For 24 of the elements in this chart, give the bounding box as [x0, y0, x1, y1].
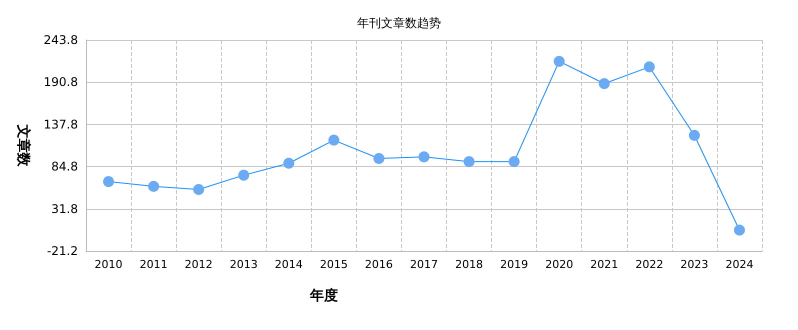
y-tick-label: 190.8 [44, 75, 78, 90]
x-tick-label: 2024 [725, 258, 754, 271]
x-tick-label: 2015 [320, 258, 348, 271]
y-tick-label: 137.8 [44, 117, 78, 132]
x-tick-label: 2011 [140, 258, 168, 271]
y-tick-label: 31.8 [51, 202, 78, 216]
x-tick-label: 2014 [274, 258, 303, 271]
x-tick-label: 2013 [230, 258, 258, 271]
x-tick-label: 2022 [635, 258, 664, 271]
x-axis-title: 年度 [309, 287, 338, 304]
x-tick-label: 2010 [94, 258, 123, 271]
x-tick-label: 2019 [500, 258, 528, 271]
x-tick-label: 2017 [410, 258, 438, 271]
y-axis-title: 文章数 [15, 124, 32, 168]
y-tick-label: 243.8 [44, 33, 78, 47]
x-tick-label: 2020 [545, 258, 574, 271]
y-tick-label: 84.8 [51, 160, 78, 174]
x-tick-label: 2016 [364, 258, 393, 271]
x-tick-label: 2023 [680, 258, 708, 271]
x-tick-label: 2012 [184, 258, 213, 271]
x-tick-label: 2021 [590, 258, 618, 271]
chart-title: 年刊文章数趋势 [357, 16, 441, 30]
y-tick-label: -21.2 [46, 244, 78, 258]
x-tick-label: 2018 [455, 258, 484, 271]
